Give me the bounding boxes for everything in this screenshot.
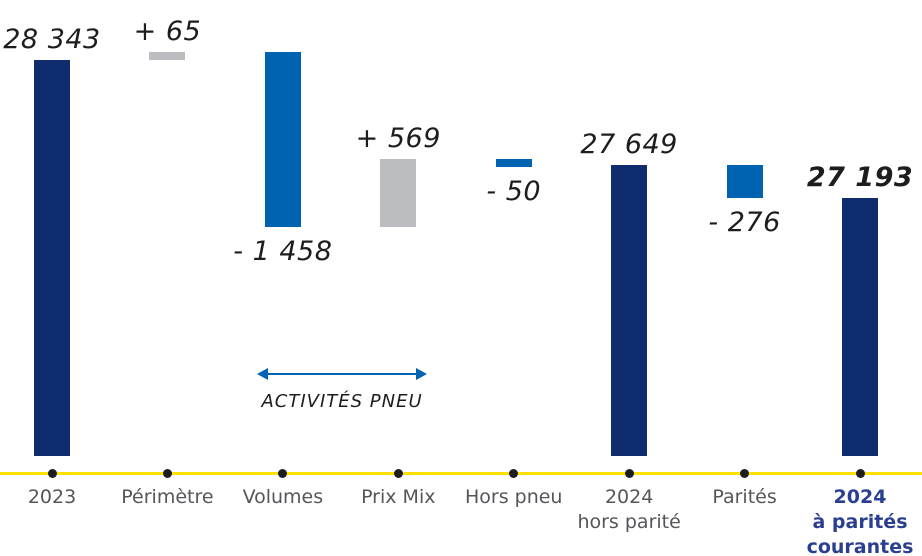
category-label-2: Volumes	[203, 485, 363, 510]
category-label-3: Prix Mix	[318, 485, 478, 510]
axis-dot-4	[509, 468, 519, 478]
category-label-line: 2024	[833, 486, 887, 508]
axis-dot-3	[393, 468, 403, 478]
category-label-5: 2024 hors parité	[549, 485, 709, 535]
waterfall-bar-7	[842, 197, 878, 456]
value-label-0: 28 343	[3, 24, 101, 56]
category-label-0: 2023	[0, 485, 132, 510]
double-arrow-line	[266, 372, 418, 376]
axis-dot-2	[278, 468, 288, 478]
arrow-head-right-icon	[416, 367, 428, 380]
waterfall-bar-0	[34, 60, 70, 456]
waterfall-bar-3	[380, 158, 417, 228]
category-label-line: courantes	[806, 536, 914, 556]
value-label-3: + 569	[355, 122, 441, 154]
category-label-4: Hors pneu	[434, 485, 594, 510]
category-label-line: 2023	[27, 486, 77, 508]
category-label-line: 2024	[604, 486, 654, 508]
axis-dot-7	[855, 468, 865, 478]
waterfall-bar-1	[149, 52, 186, 61]
waterfall-bar-6	[726, 164, 763, 198]
axis-dot-5	[624, 468, 634, 478]
value-label-1: + 65	[133, 16, 202, 48]
arrow-head-left-icon	[256, 367, 268, 380]
waterfall-bar-4	[495, 158, 532, 167]
annotation-label: ACTIVITÉS PNEU	[261, 391, 423, 412]
value-label-2: - 1 458	[233, 236, 333, 268]
axis-dot-6	[740, 468, 750, 478]
value-label-7: 27 193	[806, 161, 914, 193]
value-label-4: - 50	[486, 175, 542, 207]
waterfall-bar-5	[611, 164, 648, 456]
category-label-line: Prix Mix	[361, 486, 436, 508]
category-label-line: Périmètre	[121, 486, 214, 508]
waterfall-bar-2	[264, 52, 301, 228]
category-label-7: 2024 à parités courantes	[780, 485, 922, 556]
axis-dot-1	[162, 468, 172, 478]
category-label-line: Volumes	[242, 486, 324, 508]
value-label-5: 27 649	[580, 128, 678, 160]
value-label-6: - 276	[708, 206, 781, 238]
category-label-6: Parités	[665, 485, 825, 510]
x-axis-line	[0, 472, 922, 475]
axis-dot-0	[47, 468, 57, 478]
category-label-line: à parités	[812, 511, 908, 533]
category-label-line: Hors pneu	[464, 486, 563, 508]
category-label-1: Périmètre	[87, 485, 247, 510]
category-label-line: hors parité	[577, 511, 681, 533]
category-label-line: Parités	[712, 486, 777, 508]
